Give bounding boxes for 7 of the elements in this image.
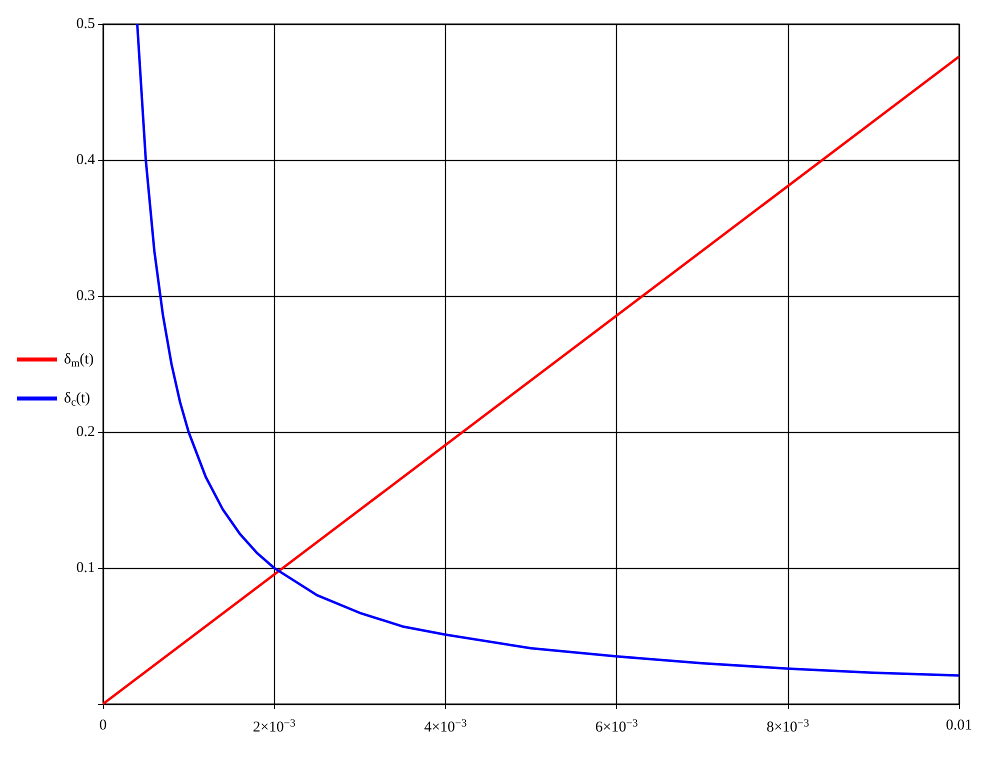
y-tick-label: 0.4: [76, 152, 96, 168]
y-tick-label: 0.2: [76, 424, 95, 440]
x-tick-label: 0.01: [946, 718, 972, 734]
text: 0: [99, 718, 107, 734]
y-tick-label: 0.1: [76, 560, 95, 576]
y-tick-label: 0.3: [76, 288, 95, 304]
y-tick-label: 0.5: [76, 16, 95, 32]
